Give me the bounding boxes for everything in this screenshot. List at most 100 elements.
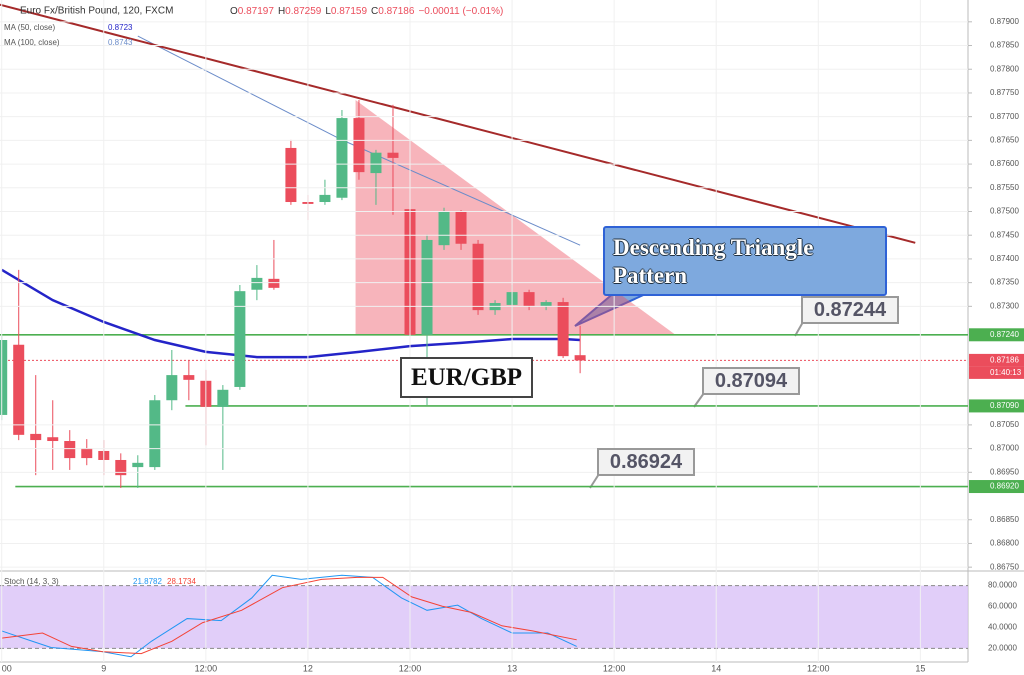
candle-body [455, 211, 467, 244]
candle-body [438, 211, 450, 246]
y-tick-label: 0.87800 [990, 64, 1019, 73]
level-callout: 0.86924 [597, 448, 695, 476]
candle-body [540, 302, 552, 306]
price-tag [969, 353, 1024, 367]
x-tick-label: 12:00 [399, 663, 422, 673]
y-tick-label: 0.87650 [990, 135, 1019, 144]
candle-body [387, 152, 399, 158]
ohlc-key: L [325, 6, 331, 17]
candle-body [183, 375, 195, 380]
x-tick-label: 15 [915, 663, 925, 673]
callout-pointer [794, 321, 804, 337]
x-tick-label: 00 [2, 663, 12, 673]
candle-body [421, 239, 433, 335]
ohlc-change: −0.00011 (−0.01%) [418, 6, 503, 17]
ohlc-value: 0.87197 [238, 6, 275, 17]
callout-pointer [589, 473, 600, 489]
y-tick-label: 0.87400 [990, 254, 1019, 263]
ohlc-key: O [230, 6, 238, 17]
candle-body [574, 355, 586, 361]
y-tick-label: 0.87300 [990, 301, 1019, 310]
candle-body [268, 278, 280, 288]
y-tick-label: 0.87850 [990, 41, 1019, 50]
ohlc-value: 0.87259 [285, 6, 322, 17]
pattern-label: Descending Triangle Pattern [603, 226, 887, 296]
candle-body [132, 462, 144, 468]
y-tick-label: 0.87900 [990, 17, 1019, 26]
candle-body [319, 194, 331, 203]
candle-body [370, 152, 382, 174]
candle-body [472, 243, 484, 311]
candle-body [336, 118, 348, 198]
x-tick-label: 12 [303, 663, 313, 673]
y-tick-label: 0.87050 [990, 420, 1019, 429]
trendline [0, 3, 916, 244]
y-tick-label: 0.87750 [990, 88, 1019, 97]
countdown-tag [969, 366, 1024, 379]
x-tick-label: 12:00 [195, 663, 218, 673]
price-tag-label: 0.87240 [990, 330, 1019, 339]
x-tick-label: 12:00 [603, 663, 626, 673]
stoch-line [1, 574, 577, 658]
candle-body [353, 118, 365, 173]
triangle-pattern [355, 100, 676, 335]
candle-body [81, 448, 93, 459]
x-tick-label: 12:00 [807, 663, 830, 673]
callout-pointer [693, 392, 705, 408]
stoch-band [0, 585, 968, 649]
price-tag [969, 328, 1024, 342]
x-tick-label: 14 [711, 663, 721, 673]
ohlc-header: O0.87197 H0.87259 L0.87159 C0.87186 −0.00011… [230, 6, 503, 17]
price-tag-label: 0.87090 [990, 401, 1019, 410]
y-tick-label: 0.87600 [990, 159, 1019, 168]
y-tick-label: 0.86950 [990, 467, 1019, 476]
candle-body [234, 291, 246, 387]
y-tick-label: 0.86750 [990, 562, 1019, 571]
candle-body [251, 277, 263, 290]
y-tick-label: 0.87350 [990, 278, 1019, 287]
y-tick-label: 0.87550 [990, 183, 1019, 192]
candle-body [217, 389, 229, 407]
y-tick-label: 0.87450 [990, 230, 1019, 239]
y-tick-label: 0.87000 [990, 444, 1019, 453]
stoch-tick-label: 20.0000 [988, 644, 1017, 653]
countdown: 01:40:13 [990, 368, 1022, 377]
ohlc-key: C [371, 6, 378, 17]
legend-name: MA (100, close) [4, 38, 60, 47]
stoch-legend-value: 21.8782 [133, 577, 162, 586]
level-callout: 0.87244 [801, 296, 899, 324]
candle-body [285, 147, 297, 203]
candle-body [149, 400, 161, 468]
y-tick-label: 0.87500 [990, 207, 1019, 216]
price-tag-label: 0.87186 [990, 356, 1019, 365]
candle-body [13, 344, 25, 435]
candle-body [166, 375, 178, 401]
stoch-tick-label: 60.0000 [988, 602, 1017, 611]
candle-body [47, 437, 59, 442]
stoch-legend-value: 28.1734 [167, 577, 196, 586]
symbol: Euro Fx/British Pound, 120, FXCM [20, 6, 173, 17]
stoch-pane [0, 574, 968, 658]
candle-body [64, 441, 76, 459]
x-tick-label: 9 [101, 663, 106, 673]
legend-value: 0.8743 [108, 38, 133, 47]
price-tag [969, 480, 1024, 494]
ohlc-value: 0.87159 [331, 6, 368, 17]
y-tick-label: 0.86850 [990, 515, 1019, 524]
y-tick-label: 0.87700 [990, 112, 1019, 121]
candle-body [557, 302, 569, 357]
candle-body [30, 433, 42, 441]
pair-label: EUR/GBP [400, 357, 533, 398]
ohlc-key: H [278, 6, 285, 17]
candle-body [0, 340, 8, 415]
stoch-title: Stoch (14, 3, 3) [4, 577, 59, 586]
stoch-tick-label: 80.0000 [988, 581, 1017, 590]
candle-body [115, 459, 127, 476]
legend-value: 0.8723 [108, 23, 133, 32]
y-tick-label: 0.86800 [990, 539, 1019, 548]
legend-name: MA (50, close) [4, 23, 55, 32]
price-tag [969, 399, 1024, 413]
